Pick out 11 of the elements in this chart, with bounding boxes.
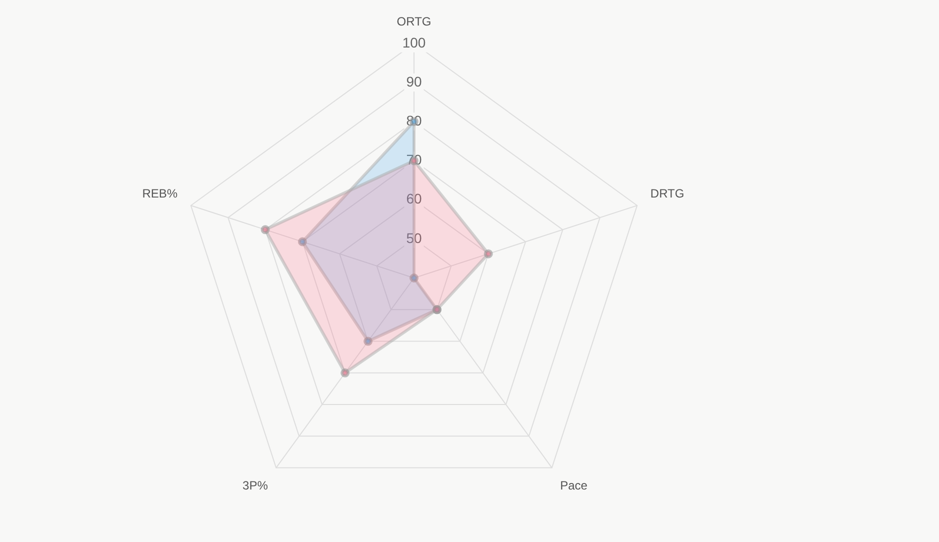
spoke-label: ORTG: [396, 14, 432, 29]
y-tick-label: 80: [406, 112, 422, 128]
y-tick-label: 70: [406, 152, 422, 168]
y-tick-label: 50: [406, 230, 422, 246]
y-tick-label: 100: [402, 34, 426, 50]
spoke-label: Pace: [560, 478, 588, 493]
y-tick-label: 90: [406, 73, 422, 90]
spoke-label: DRTG: [650, 186, 684, 200]
y-tick-label: 60: [406, 190, 422, 207]
spoke-label: 3P%: [242, 478, 268, 493]
spoke-label: REB%: [142, 186, 178, 200]
